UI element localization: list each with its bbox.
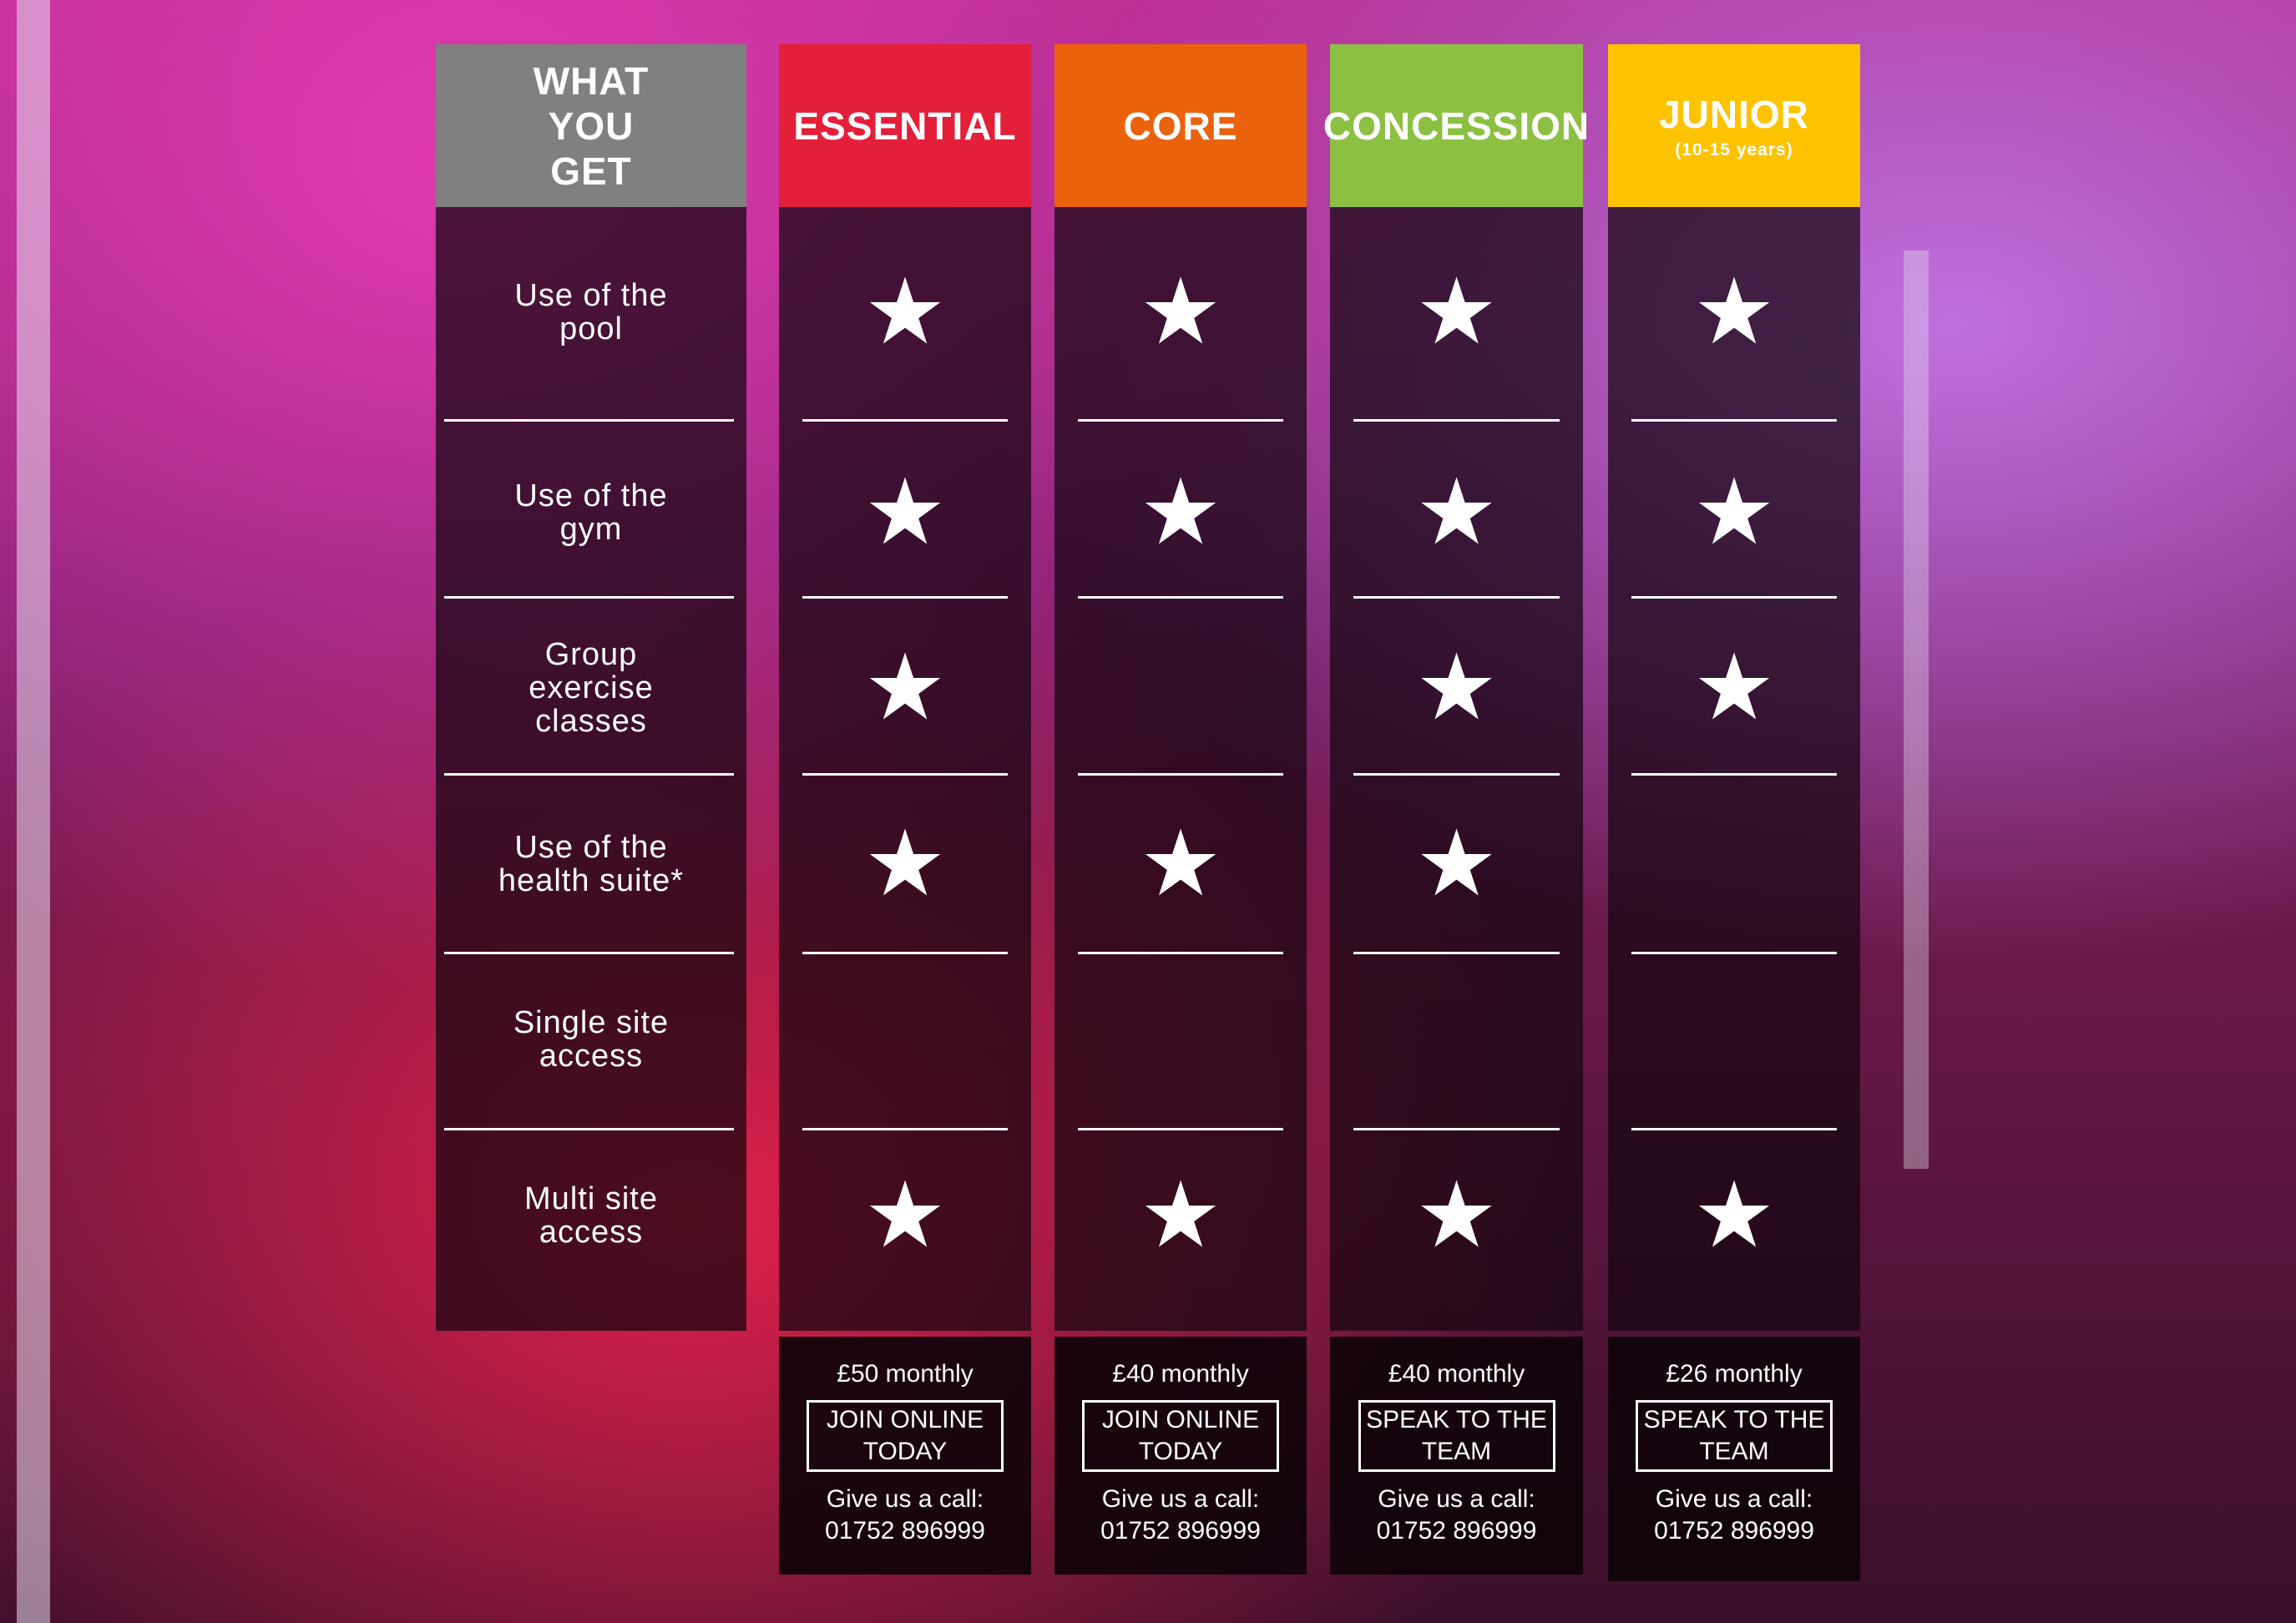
- row-divider: [1353, 419, 1560, 422]
- row-divider: [1353, 1128, 1560, 1130]
- phone-number[interactable]: 01752 896999: [1376, 1517, 1537, 1545]
- phone-number[interactable]: 01752 896999: [825, 1517, 985, 1545]
- plan-name: JUNIOR: [1659, 92, 1809, 136]
- plan-header-junior: JUNIOR (10-15 years): [1608, 44, 1860, 207]
- row-divider: [444, 773, 734, 776]
- plan-pricing-panel: £40 monthly SPEAK TO THE TEAM Give us a ca…: [1330, 1337, 1583, 1575]
- row-divider: [1353, 952, 1560, 954]
- star-icon: ★: [1139, 260, 1222, 363]
- phone-number[interactable]: 01752 896999: [1654, 1517, 1814, 1545]
- star-icon: ★: [1139, 812, 1222, 915]
- row-divider: [1078, 773, 1283, 776]
- star-icon: ★: [863, 260, 947, 363]
- plan-cta-button[interactable]: JOIN ONLINE TODAY: [1082, 1400, 1279, 1472]
- row-divider: [1631, 419, 1837, 422]
- star-icon: ★: [1692, 1164, 1776, 1267]
- row-divider: [1078, 419, 1283, 422]
- feature-label: Single site access: [513, 1005, 670, 1074]
- features-header: WHAT YOU GET: [436, 44, 746, 207]
- features-header-title: WHAT YOU GET: [533, 58, 650, 193]
- star-icon: ★: [863, 1164, 947, 1267]
- star-icon: ★: [1692, 260, 1776, 363]
- star-icon: ★: [1139, 1164, 1222, 1267]
- plan-pricing-panel: £26 monthly SPEAK TO THE TEAM Give us a ca…: [1608, 1337, 1860, 1581]
- row-divider: [444, 419, 734, 422]
- plan-column: [779, 207, 1031, 1331]
- star-icon: ★: [863, 812, 947, 915]
- plan-cta-button[interactable]: SPEAK TO THE TEAM: [1358, 1400, 1555, 1472]
- row-divider: [802, 596, 1008, 599]
- star-icon: ★: [1415, 461, 1498, 564]
- plan-header-essential: ESSENTIAL: [779, 44, 1031, 207]
- star-icon: ★: [1692, 636, 1776, 739]
- row-divider: [1353, 773, 1560, 776]
- call-label: Give us a call:: [826, 1485, 984, 1513]
- feature-label: Use of the pool: [514, 278, 668, 346]
- star-icon: ★: [1415, 260, 1498, 363]
- plan-price: £26 monthly: [1666, 1360, 1803, 1388]
- phone-number[interactable]: 01752 896999: [1100, 1517, 1261, 1545]
- background-frame-post: [17, 0, 50, 1623]
- plan-price: £50 monthly: [837, 1360, 974, 1388]
- background-frame-bar: [1904, 250, 1929, 1169]
- feature-label: Multi site access: [524, 1181, 658, 1250]
- row-divider: [1631, 1128, 1837, 1130]
- plan-column: [1054, 207, 1307, 1331]
- row-divider: [444, 596, 734, 599]
- row-divider: [444, 1128, 734, 1130]
- plan-price: £40 monthly: [1388, 1360, 1525, 1388]
- star-icon: ★: [863, 461, 947, 564]
- call-label: Give us a call:: [1101, 1485, 1260, 1513]
- plan-header-concession: CONCESSION: [1323, 44, 1589, 207]
- features-column: [436, 207, 746, 1331]
- row-divider: [1353, 596, 1560, 599]
- feature-label: Use of the health suite*: [498, 830, 685, 898]
- feature-label: Use of the gym: [514, 478, 668, 547]
- plan-name: ESSENTIAL: [793, 104, 1017, 148]
- feature-label: Group exercise classes: [528, 637, 654, 739]
- plan-cta-button[interactable]: SPEAK TO THE TEAM: [1636, 1400, 1833, 1472]
- row-divider: [1078, 1128, 1283, 1130]
- row-divider: [1631, 773, 1837, 776]
- star-icon: ★: [1692, 461, 1776, 564]
- row-divider: [1631, 596, 1837, 599]
- row-divider: [802, 1128, 1008, 1130]
- plan-name: CONCESSION: [1322, 104, 1591, 148]
- plan-name: CORE: [1123, 104, 1238, 148]
- plan-price: £40 monthly: [1112, 1360, 1249, 1388]
- row-divider: [802, 773, 1008, 776]
- plan-header-core: CORE: [1054, 44, 1307, 207]
- star-icon: ★: [1415, 812, 1498, 915]
- plan-cta-button[interactable]: JOIN ONLINE TODAY: [807, 1400, 1004, 1472]
- star-icon: ★: [1415, 1164, 1498, 1267]
- star-icon: ★: [1139, 461, 1222, 564]
- row-divider: [802, 419, 1008, 422]
- star-icon: ★: [863, 636, 947, 739]
- row-divider: [1631, 952, 1837, 954]
- row-divider: [802, 952, 1008, 954]
- row-divider: [1078, 596, 1283, 599]
- plan-subtitle: (10-15 years): [1675, 139, 1793, 159]
- call-label: Give us a call:: [1378, 1485, 1535, 1513]
- plan-column: [1330, 207, 1583, 1331]
- row-divider: [1078, 952, 1283, 954]
- plan-pricing-panel: £40 monthly JOIN ONLINE TODAY Give us a ca…: [1054, 1337, 1307, 1575]
- call-label: Give us a call:: [1655, 1485, 1813, 1513]
- plan-pricing-panel: £50 monthly JOIN ONLINE TODAY Give us a ca…: [779, 1337, 1031, 1575]
- star-icon: ★: [1415, 636, 1498, 739]
- row-divider: [444, 952, 734, 954]
- plan-column: [1608, 207, 1860, 1331]
